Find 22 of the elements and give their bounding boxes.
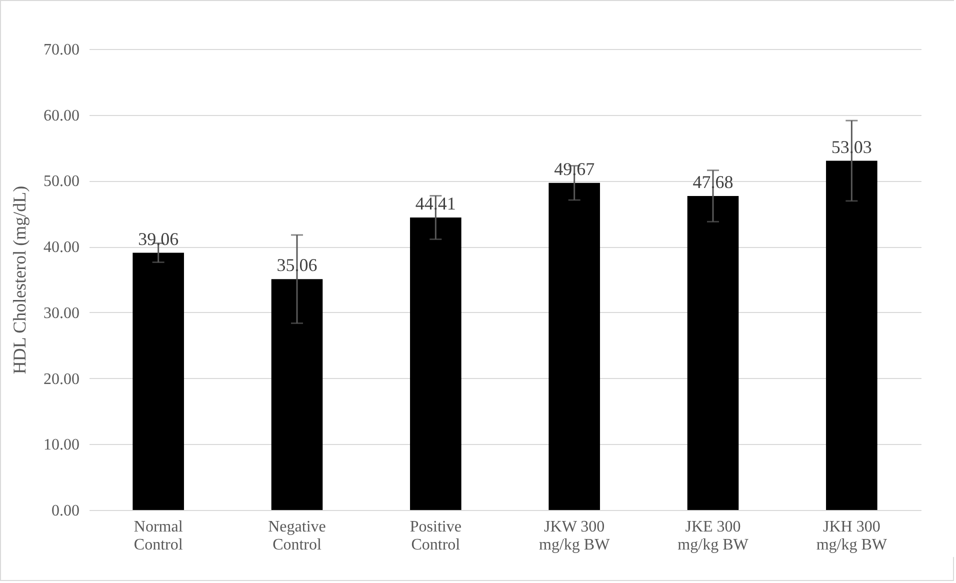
y-tick-label: 0.00 (52, 502, 80, 520)
x-tick-label: Normal Control (134, 518, 184, 554)
y-tick-label: 50.00 (44, 173, 80, 190)
x-tick-label: JKE 300 mg/kg BW (678, 518, 750, 554)
bar (271, 279, 323, 510)
y-tick-label: 10.00 (44, 436, 80, 454)
y-tick-label: 70.00 (44, 42, 80, 58)
bar (687, 196, 739, 510)
y-tick-label: 40.00 (44, 239, 80, 256)
x-tick-label: Positive Control (410, 518, 462, 554)
y-tick-label: 20.00 (44, 370, 80, 388)
y-axis-title: HDL Cholesterol (mg/dL) (10, 186, 30, 374)
data-label: 39.06 (138, 228, 179, 249)
bar (826, 160, 878, 510)
bar (548, 182, 600, 510)
x-tick-label: Negative Control (268, 518, 326, 554)
y-tick-label: 30.00 (44, 304, 80, 322)
y-tick-label: 60.00 (44, 107, 80, 124)
x-tick-label: JKW 300 mg/kg BW (538, 518, 611, 554)
bar (132, 252, 184, 510)
bar (410, 218, 462, 510)
x-tick-label: JKH 300 mg/kg BW (816, 518, 888, 554)
